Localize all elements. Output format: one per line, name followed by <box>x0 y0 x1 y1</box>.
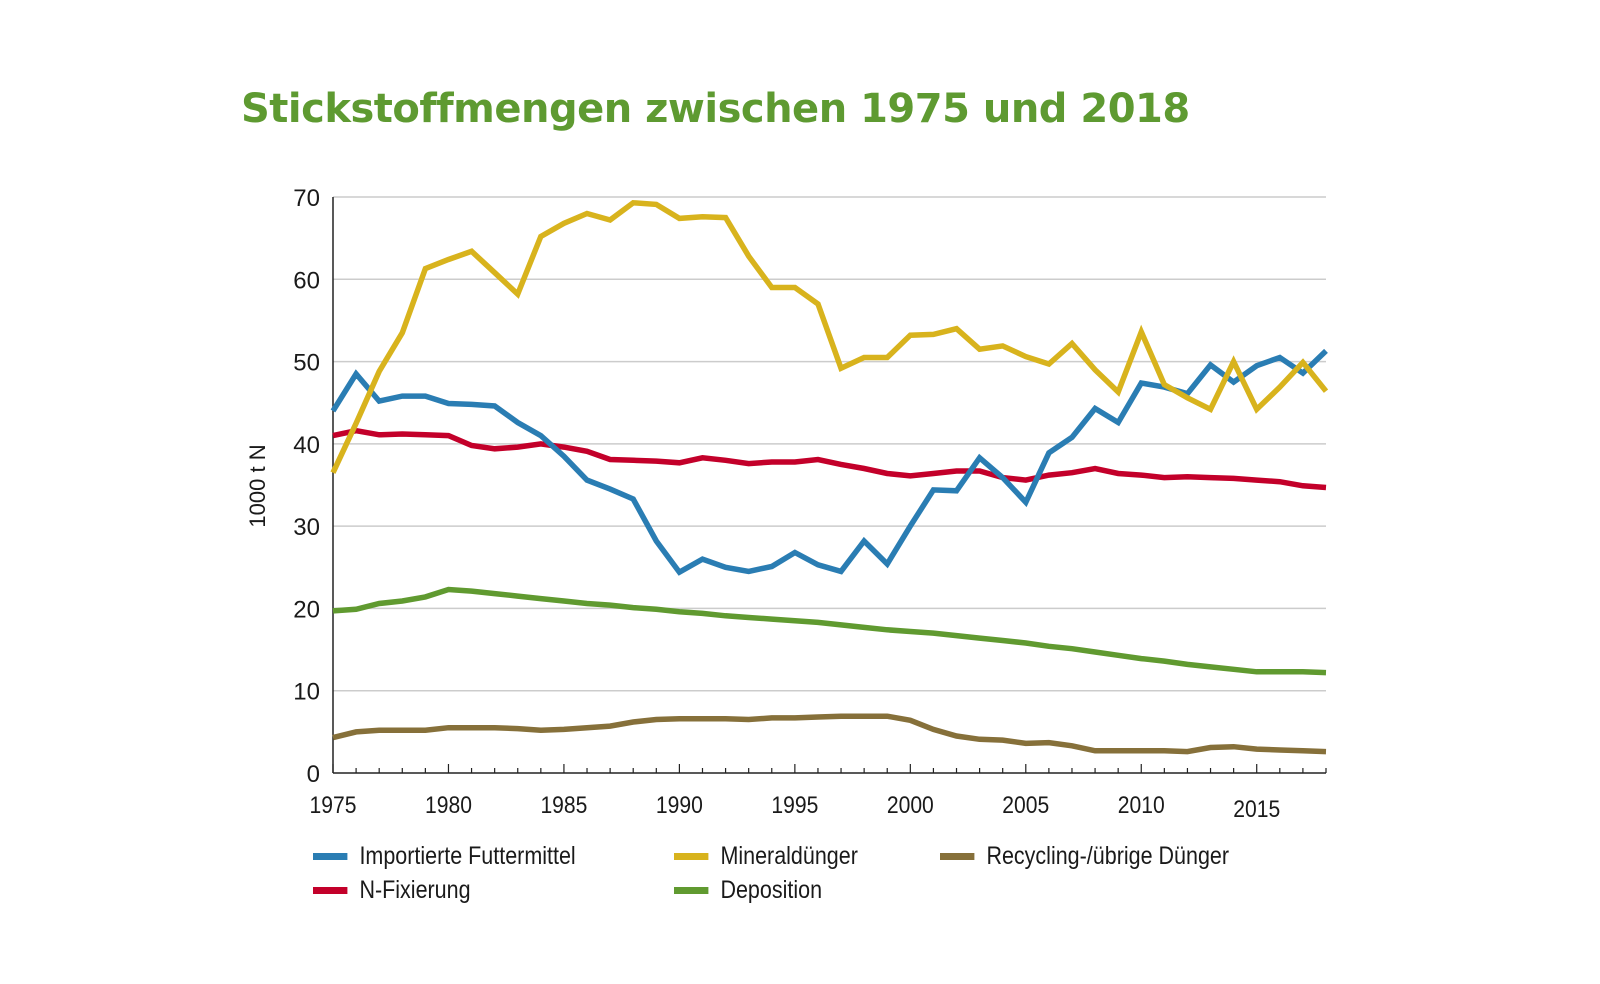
legend-swatch <box>313 887 348 894</box>
series-line-4 <box>332 586 1327 676</box>
y-axis-label: 1000 t N <box>245 444 270 527</box>
y-tick-label: 10 <box>293 679 320 706</box>
series-line-0 <box>330 348 1328 576</box>
y-tick-label: 40 <box>293 432 320 459</box>
legend-label: Mineraldünger <box>720 842 858 870</box>
legend-item: Recycling-/übrige Dünger <box>940 842 1229 871</box>
x-tick-label: 1990 <box>656 792 703 819</box>
chart-title: Stickstoffmengen zwischen 1975 und 2018 <box>241 86 1190 132</box>
y-axis-ticks: 0 10 20 30 40 50 60 70 <box>293 185 320 788</box>
x-tick-label: 1975 <box>310 792 357 819</box>
x-axis: 1975 1980 1985 1990 1995 2000 2005 2010 2015 <box>310 197 1327 823</box>
series-line-3 <box>332 427 1327 491</box>
x-tick-label: 2015 <box>1233 796 1280 823</box>
legend-swatch <box>674 853 709 860</box>
y-tick-label: 70 <box>293 185 320 212</box>
legend-label: Deposition <box>720 876 823 904</box>
legend-item: Importierte Futtermittel <box>313 842 576 871</box>
legend-label: Recycling-/übrige Dünger <box>986 842 1230 870</box>
y-tick-label: 20 <box>293 596 320 623</box>
x-tick-label: 1980 <box>425 792 472 819</box>
legend-swatch <box>313 853 348 860</box>
x-tick-label: 1985 <box>540 792 587 819</box>
x-tick-label: 2010 <box>1118 792 1165 819</box>
series-line-2 <box>332 713 1327 755</box>
x-tick-label: 2000 <box>887 792 934 819</box>
y-tick-label: 30 <box>293 514 320 541</box>
series-line-1 <box>330 199 1329 474</box>
legend-label: N-Fixierung <box>359 876 471 904</box>
legend-swatch <box>674 887 709 894</box>
legend-item: Mineraldünger <box>674 842 858 871</box>
x-tick-label: 1995 <box>771 792 818 819</box>
x-tick-label: 2005 <box>1002 792 1049 819</box>
legend-item: Deposition <box>674 876 822 905</box>
y-tick-label: 0 <box>307 761 320 788</box>
y-tick-label: 50 <box>293 350 320 377</box>
legend-swatch <box>940 853 975 860</box>
gridlines <box>333 196 1326 692</box>
legend-item: N-Fixierung <box>313 876 471 905</box>
series-lines <box>330 199 1329 755</box>
legend-label: Importierte Futtermittel <box>359 842 576 870</box>
y-tick-label: 60 <box>293 267 320 294</box>
